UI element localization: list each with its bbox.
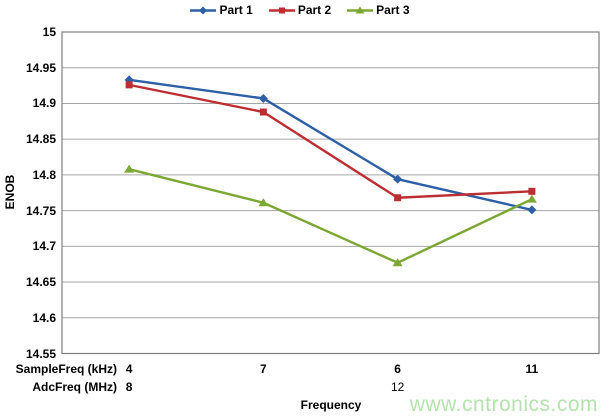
y-tick-label: 15 [42, 25, 56, 39]
x-axis-title: Frequency [300, 398, 362, 412]
y-tick-label: 14.6 [32, 310, 56, 325]
legend-item-part-2: Part 2 [268, 3, 332, 17]
y-tick-label: 14.55 [25, 346, 56, 361]
chart-legend: Part 1 Part 2 Part 3 [0, 1, 600, 19]
x-row-header-adcfreq: AdcFreq (MHz) [32, 380, 117, 394]
y-axis-title: ENOB [3, 174, 17, 210]
watermark: www.cntronics.com [409, 393, 598, 416]
y-tick-label: 14.7 [32, 239, 56, 254]
diamond-marker-icon [190, 6, 217, 14]
y-tick-label: 14.9 [32, 96, 56, 111]
triangle-marker-icon [347, 6, 374, 13]
legend-label: Part 3 [376, 3, 410, 17]
x-value-label: 7 [260, 362, 267, 376]
legend-label: Part 1 [219, 3, 253, 17]
x-value-label: 8 [125, 380, 133, 394]
square-marker-icon [268, 7, 295, 13]
x-row-header-samplefreq: SampleFreq (kHz) [15, 362, 117, 376]
x-value-label: 11 [525, 362, 539, 376]
y-tick-label: 14.85 [25, 132, 56, 147]
x-value-label: 12 [390, 380, 405, 394]
y-tick-label: 14.65 [25, 275, 56, 290]
y-tick-label: 14.8 [32, 167, 56, 182]
legend-item-part-3: Part 3 [347, 3, 410, 17]
x-value-label: 4 [125, 362, 133, 376]
legend-label: Part 2 [297, 3, 332, 17]
y-tick-label: 14.75 [25, 203, 56, 218]
y-tick-label: 14.95 [25, 60, 56, 75]
legend-item-part-1: Part 1 [190, 3, 253, 17]
x-value-label: 6 [394, 362, 401, 376]
